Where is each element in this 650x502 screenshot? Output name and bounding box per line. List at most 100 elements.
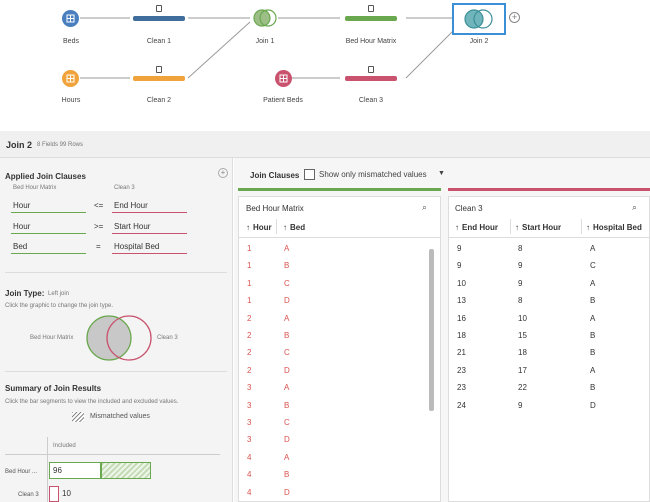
end-hour-cell[interactable]: 18 bbox=[457, 331, 466, 340]
join-2-node-selected[interactable] bbox=[452, 3, 506, 35]
bed-cell[interactable]: A bbox=[284, 452, 290, 462]
start-hour-cell[interactable]: 9 bbox=[518, 261, 523, 271]
bed-cell[interactable]: B bbox=[284, 261, 290, 271]
hospital-bed-cell[interactable]: B bbox=[590, 331, 596, 340]
start-hour-cell[interactable]: 9 bbox=[518, 400, 523, 410]
clause-left-field[interactable]: Hour bbox=[13, 222, 31, 231]
end-hour-cell[interactable]: 9 bbox=[457, 261, 462, 271]
node-label-clean-1[interactable]: Clean 1 bbox=[146, 38, 172, 45]
bed-cell[interactable]: B bbox=[284, 331, 290, 340]
hospital-bed-cell[interactable]: D bbox=[590, 400, 596, 410]
start-hour-cell[interactable]: 17 bbox=[518, 365, 527, 375]
right-values-grid[interactable]: Clean 3 ⌕ ↑ End Hour ↑ Start Hour ↑ Hosp… bbox=[448, 196, 650, 502]
hour-cell[interactable]: 2 bbox=[247, 331, 252, 340]
end-hour-cell[interactable]: 9 bbox=[457, 244, 462, 253]
join-clauses-tab[interactable]: Join Clauses bbox=[250, 171, 300, 180]
bed-cell[interactable]: D bbox=[284, 487, 290, 497]
add-step-button[interactable]: + bbox=[509, 12, 520, 23]
table-icon[interactable] bbox=[62, 70, 79, 87]
end-hour-cell[interactable]: 21 bbox=[457, 348, 466, 358]
clause-right-field[interactable]: Hospital Bed bbox=[114, 242, 160, 251]
hour-cell[interactable]: 2 bbox=[247, 365, 252, 375]
node-label-beds[interactable]: Beds bbox=[63, 38, 79, 45]
bed-cell[interactable]: D bbox=[284, 296, 290, 306]
hour-cell[interactable]: 4 bbox=[247, 487, 252, 497]
column-header[interactable]: Hospital Bed bbox=[593, 223, 642, 232]
hospital-bed-cell[interactable]: B bbox=[590, 296, 596, 306]
hour-cell[interactable]: 3 bbox=[247, 400, 252, 410]
bed-cell[interactable]: D bbox=[284, 365, 290, 375]
flow-canvas[interactable]: Beds Clean 1 Join 1 Bed Hour Matrix + Jo… bbox=[0, 0, 650, 130]
node-label-join-2[interactable]: Join 2 bbox=[469, 38, 489, 45]
mismatched-checkbox-label[interactable]: Show only mismatched values bbox=[319, 170, 427, 179]
included-bar-right[interactable] bbox=[49, 486, 59, 502]
end-hour-cell[interactable]: 23 bbox=[457, 383, 466, 393]
clause-operator[interactable]: = bbox=[96, 242, 101, 251]
end-hour-cell[interactable]: 24 bbox=[457, 400, 466, 410]
bed-cell[interactable]: A bbox=[284, 244, 290, 253]
bed-cell[interactable]: C bbox=[284, 278, 290, 288]
chevron-down-icon[interactable]: ▼ bbox=[438, 170, 445, 177]
hospital-bed-cell[interactable]: B bbox=[590, 383, 596, 393]
clause-right-field[interactable]: Start Hour bbox=[114, 222, 151, 231]
hospital-bed-cell[interactable]: A bbox=[590, 278, 596, 288]
hospital-bed-cell[interactable]: C bbox=[590, 261, 596, 271]
start-hour-cell[interactable]: 9 bbox=[518, 278, 523, 288]
bed-cell[interactable]: B bbox=[284, 470, 290, 480]
hospital-bed-cell[interactable]: A bbox=[590, 313, 596, 323]
start-hour-cell[interactable]: 8 bbox=[518, 296, 523, 306]
scrollbar[interactable] bbox=[429, 249, 434, 411]
hospital-bed-cell[interactable]: A bbox=[590, 244, 596, 253]
hour-cell[interactable]: 1 bbox=[247, 261, 252, 271]
end-hour-cell[interactable]: 10 bbox=[457, 278, 466, 288]
node-label-patient-beds[interactable]: Patient Beds bbox=[263, 97, 303, 104]
column-header[interactable]: End Hour bbox=[462, 223, 498, 232]
hour-cell[interactable]: 4 bbox=[247, 452, 252, 462]
start-hour-cell[interactable]: 22 bbox=[518, 383, 527, 393]
search-icon[interactable]: ⌕ bbox=[422, 202, 428, 212]
hour-cell[interactable]: 3 bbox=[247, 383, 252, 393]
clause-left-field[interactable]: Bed bbox=[13, 242, 28, 251]
bed-cell[interactable]: D bbox=[284, 435, 290, 445]
end-hour-cell[interactable]: 13 bbox=[457, 296, 466, 306]
hour-cell[interactable]: 1 bbox=[247, 296, 252, 306]
end-hour-cell[interactable]: 16 bbox=[457, 313, 466, 323]
hour-cell[interactable]: 2 bbox=[247, 348, 252, 358]
end-hour-cell[interactable]: 23 bbox=[457, 365, 466, 375]
start-hour-cell[interactable]: 8 bbox=[518, 244, 523, 253]
clause-operator[interactable]: <= bbox=[94, 201, 104, 210]
clause-left-field[interactable]: Hour bbox=[13, 201, 31, 210]
node-label-join-1[interactable]: Join 1 bbox=[255, 38, 275, 45]
clean-2-bar[interactable] bbox=[133, 76, 185, 81]
hospital-bed-cell[interactable]: A bbox=[590, 365, 596, 375]
start-hour-cell[interactable]: 15 bbox=[518, 331, 527, 340]
join-type-venn[interactable] bbox=[83, 313, 155, 363]
clean-1-bar[interactable] bbox=[133, 16, 185, 21]
included-bar-left[interactable]: 96 bbox=[49, 462, 101, 479]
join-icon[interactable] bbox=[252, 7, 278, 29]
bed-cell[interactable]: B bbox=[284, 400, 290, 410]
hour-cell[interactable]: 4 bbox=[247, 470, 252, 480]
hour-cell[interactable]: 3 bbox=[247, 418, 252, 427]
node-label-hours[interactable]: Hours bbox=[61, 97, 81, 104]
clause-operator[interactable]: >= bbox=[94, 222, 104, 231]
hour-cell[interactable]: 2 bbox=[247, 313, 252, 323]
bed-cell[interactable]: C bbox=[284, 418, 290, 427]
hour-cell[interactable]: 3 bbox=[247, 435, 252, 445]
mismatched-checkbox[interactable] bbox=[304, 169, 315, 180]
clean-3-bar[interactable] bbox=[345, 76, 397, 81]
hour-cell[interactable]: 1 bbox=[247, 244, 252, 253]
bed-hour-matrix-bar[interactable] bbox=[345, 16, 397, 21]
hospital-bed-cell[interactable]: B bbox=[590, 348, 596, 358]
table-icon[interactable] bbox=[62, 10, 79, 27]
column-header[interactable]: Bed bbox=[290, 223, 306, 232]
hour-cell[interactable]: 1 bbox=[247, 278, 252, 288]
search-icon[interactable]: ⌕ bbox=[632, 202, 638, 212]
mismatched-bar-left[interactable] bbox=[101, 462, 151, 479]
add-clause-button[interactable]: + bbox=[218, 168, 228, 178]
node-label-clean-3[interactable]: Clean 3 bbox=[358, 97, 384, 104]
left-values-grid[interactable]: Bed Hour Matrix ⌕ ↑ Hour ↑ Bed 1 A 1 B 1 C 1 D 2… bbox=[238, 196, 441, 502]
table-icon[interactable] bbox=[275, 70, 292, 87]
column-header[interactable]: Start Hour bbox=[522, 223, 562, 232]
bed-cell[interactable]: A bbox=[284, 313, 290, 323]
